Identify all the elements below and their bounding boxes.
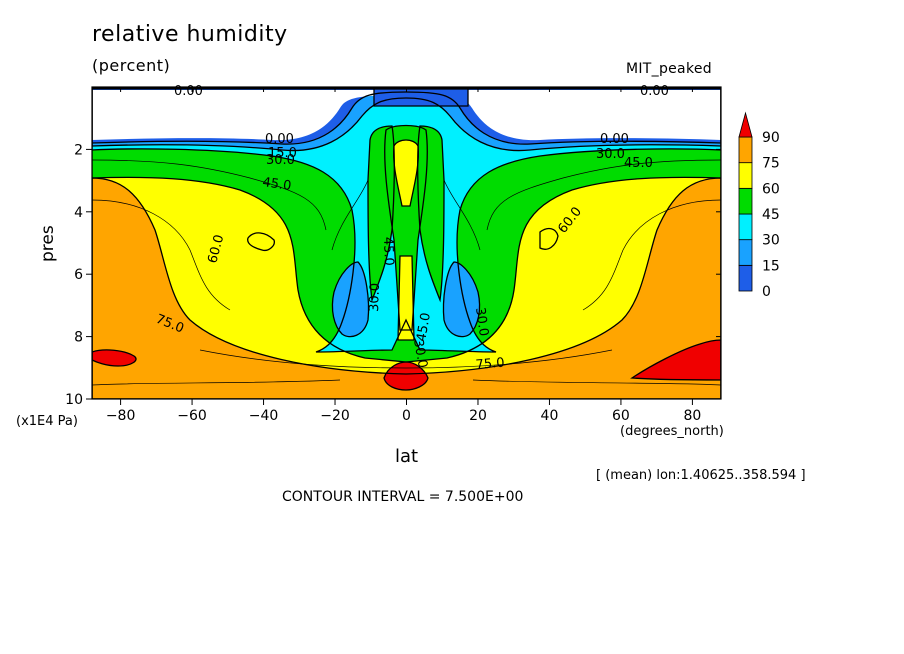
contour-label: 45.0: [380, 237, 396, 266]
axes: −80 −60 −40 −20 0 20 40 60 80 2 4 6 8 10: [65, 87, 721, 424]
legend-level-label: 60: [762, 181, 780, 197]
x-axis-unit: (degrees_north): [620, 424, 724, 439]
contour-minor-line: [92, 199, 231, 311]
contour-label: 0.00: [174, 84, 203, 99]
legend-level-label: 75: [762, 156, 780, 172]
region-right-blue-cell: [443, 262, 480, 337]
contour-label: 0.00: [265, 132, 294, 147]
y-axis-unit: (x1E4 Pa): [16, 414, 78, 429]
y-tick-label: 2: [74, 142, 83, 158]
contour-minor-line: [582, 199, 721, 311]
contour-label: 45.0: [414, 312, 434, 343]
x-tick-label: −20: [320, 408, 350, 424]
contour-line-right-red-cell: [630, 339, 721, 381]
region-center-yellow-lower: [398, 256, 414, 340]
color-legend: 0 15 30 45 60 75 90: [738, 111, 780, 300]
chart-units: (percent): [92, 56, 171, 75]
x-tick-label: 60: [612, 408, 630, 424]
region-band-60-75: [92, 177, 721, 399]
x-tick-label: 80: [683, 408, 701, 424]
region-band-below-0: [92, 90, 721, 141]
x-tick-label: −40: [249, 408, 279, 424]
contour-minor-line: [472, 379, 721, 386]
contour-label: 60.0: [205, 233, 227, 265]
contour-minor-line: [486, 159, 721, 231]
contour-labels: 0.00 0.000.00 0.0015.030.045.060.075.075.0…: [154, 84, 669, 373]
region-right-red-cell: [632, 340, 721, 380]
x-tick-label: 40: [541, 408, 559, 424]
y-tick-label: 10: [65, 392, 83, 408]
region-left-red-cell: [92, 349, 137, 366]
contour-line-band-75-90: [92, 177, 721, 399]
region-center-red-cell: [384, 362, 428, 390]
y-tick-label: 8: [74, 330, 83, 346]
legend-level-label: 30: [762, 233, 780, 249]
contour-line-right-yellow-notch: [539, 227, 559, 250]
contour-label: 75.0: [475, 356, 505, 373]
legend-swatch: [738, 213, 753, 241]
contour-label: 30.0: [472, 306, 491, 337]
contour-label: 15.0: [268, 146, 297, 161]
x-axis-label: lat: [395, 446, 419, 467]
legend-level-label: 0: [762, 284, 771, 300]
contour-lines: [92, 87, 721, 399]
contour-label: 30.0: [367, 283, 383, 312]
run-label: MIT_peaked: [626, 61, 712, 77]
legend-level-label: 90: [762, 130, 780, 146]
contour-minor-line: [199, 349, 613, 369]
region-center-yellow-column: [393, 140, 419, 206]
legend-swatch: [738, 239, 753, 266]
contour-line-inner-green-center: [384, 124, 428, 331]
contour-label: 0.00: [600, 132, 629, 147]
contour-line-right-blue-cell: [442, 261, 481, 338]
region-top-cap: [374, 89, 468, 106]
region-right-yellow-notch: [540, 228, 558, 250]
legend-swatch: [738, 136, 753, 164]
x-tick-label: −80: [106, 408, 136, 424]
mean-annotation: [ (mean) lon:1.40625..358.594 ]: [596, 468, 806, 483]
legend-overflow-triangle: [738, 111, 753, 138]
contour-line-center-yellow-column: [392, 139, 420, 207]
contour-label: 45.0: [261, 175, 292, 194]
contour-label: 45.0: [624, 156, 653, 171]
contour-line-left-red-cell: [92, 349, 137, 367]
legend-swatch: [738, 187, 753, 215]
chart-title: relative humidity: [92, 22, 288, 47]
contour-interval-note: CONTOUR INTERVAL = 7.500E+00: [282, 489, 524, 505]
region-left-yellow-blob: [247, 232, 275, 251]
contour-label: 0.00: [640, 84, 669, 99]
contour-minor-line: [92, 159, 327, 231]
y-tick-label: 4: [74, 205, 83, 221]
contour-minor-line: [331, 179, 369, 251]
contour-label: 30.0: [596, 147, 625, 162]
contour-line-center-red-cell: [383, 361, 429, 391]
contour-line-band-30-45-lower: [92, 87, 721, 353]
legend-level-label: 45: [762, 207, 780, 223]
contour-minor-line: [92, 379, 341, 386]
contour-fills: [92, 87, 721, 399]
contour-label: 30.0: [410, 338, 430, 369]
contour-line-band-15-30: [92, 87, 721, 152]
contour-minor-line: [443, 179, 481, 251]
contour-line-left-yellow-blob: [247, 232, 275, 252]
y-tick-label: 6: [74, 267, 83, 283]
x-tick-label: 0: [402, 408, 411, 424]
contour-line-left-blue-cell: [331, 261, 370, 338]
legend-level-label: 15: [762, 258, 780, 274]
x-tick-label: 20: [469, 408, 487, 424]
region-left-blue-cell: [332, 262, 369, 337]
contour-line-band-60-75: [92, 176, 721, 399]
contour-line-center-yellow-lower: [397, 255, 415, 341]
legend-swatch: [738, 162, 753, 189]
contour-label: 30.0: [266, 153, 295, 168]
legend-swatch: [738, 264, 753, 292]
x-tick-label: −60: [177, 408, 207, 424]
contour-line-band-0-15: [92, 87, 721, 145]
